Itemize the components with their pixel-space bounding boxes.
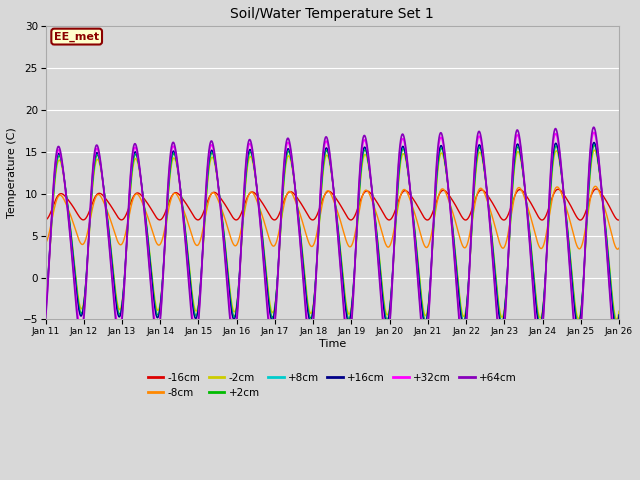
+64cm bbox=[590, 124, 598, 130]
Text: EE_met: EE_met bbox=[54, 32, 99, 42]
+64cm bbox=[542, 267, 550, 273]
-16cm bbox=[287, 189, 294, 194]
+32cm bbox=[287, 146, 294, 152]
+2cm bbox=[262, 264, 269, 269]
-2cm bbox=[141, 208, 148, 214]
+16cm bbox=[604, 252, 612, 258]
+32cm bbox=[42, 311, 49, 316]
+32cm bbox=[107, 259, 115, 264]
Line: -16cm: -16cm bbox=[45, 189, 619, 220]
+16cm bbox=[542, 263, 550, 268]
+16cm bbox=[141, 210, 148, 216]
-16cm bbox=[262, 205, 269, 211]
-8cm bbox=[604, 216, 612, 222]
Line: +64cm: +64cm bbox=[45, 127, 619, 352]
+32cm bbox=[262, 278, 269, 284]
-8cm bbox=[542, 233, 550, 239]
Line: +32cm: +32cm bbox=[45, 132, 619, 344]
-16cm bbox=[615, 217, 623, 223]
-2cm bbox=[542, 266, 550, 272]
-16cm bbox=[615, 217, 623, 223]
-2cm bbox=[615, 308, 623, 314]
+64cm bbox=[42, 316, 49, 322]
+8cm bbox=[42, 301, 49, 307]
-16cm bbox=[107, 203, 115, 209]
Title: Soil/Water Temperature Set 1: Soil/Water Temperature Set 1 bbox=[230, 7, 434, 21]
+16cm bbox=[42, 301, 49, 307]
+64cm bbox=[107, 263, 115, 269]
+2cm bbox=[615, 312, 623, 318]
Line: -8cm: -8cm bbox=[45, 186, 619, 249]
+32cm bbox=[615, 325, 623, 331]
+2cm bbox=[604, 249, 612, 254]
+8cm bbox=[612, 324, 620, 330]
Line: +2cm: +2cm bbox=[45, 145, 619, 325]
+64cm bbox=[141, 216, 148, 221]
+2cm bbox=[612, 322, 620, 328]
+32cm bbox=[612, 341, 620, 347]
+8cm bbox=[287, 151, 294, 157]
+16cm bbox=[287, 151, 294, 156]
+2cm bbox=[287, 152, 294, 158]
+2cm bbox=[591, 143, 598, 148]
-2cm bbox=[591, 147, 598, 153]
-2cm bbox=[287, 156, 294, 162]
+64cm bbox=[612, 349, 620, 355]
+32cm bbox=[141, 214, 148, 220]
-16cm bbox=[542, 213, 550, 218]
X-axis label: Time: Time bbox=[319, 339, 346, 349]
+16cm bbox=[590, 140, 598, 145]
-8cm bbox=[141, 206, 148, 212]
+32cm bbox=[590, 130, 598, 135]
+8cm bbox=[262, 266, 269, 272]
-16cm bbox=[593, 186, 600, 192]
-16cm bbox=[42, 217, 49, 223]
+2cm bbox=[542, 267, 550, 273]
+8cm bbox=[107, 249, 115, 254]
+64cm bbox=[262, 284, 269, 290]
-8cm bbox=[615, 245, 623, 251]
+32cm bbox=[542, 266, 550, 272]
-2cm bbox=[613, 317, 621, 323]
+8cm bbox=[141, 209, 148, 215]
-8cm bbox=[591, 183, 599, 189]
-8cm bbox=[262, 223, 269, 229]
-8cm bbox=[614, 246, 621, 252]
Line: +16cm: +16cm bbox=[45, 143, 619, 328]
+64cm bbox=[615, 330, 623, 336]
-16cm bbox=[604, 201, 612, 206]
Y-axis label: Temperature (C): Temperature (C) bbox=[7, 128, 17, 218]
+16cm bbox=[612, 325, 620, 331]
+8cm bbox=[542, 264, 550, 270]
+8cm bbox=[590, 141, 598, 146]
-2cm bbox=[262, 261, 269, 266]
-2cm bbox=[107, 244, 115, 250]
+64cm bbox=[287, 143, 294, 149]
-16cm bbox=[141, 197, 148, 203]
-8cm bbox=[42, 240, 49, 246]
+16cm bbox=[262, 268, 269, 274]
Legend: -16cm, -8cm, -2cm, +2cm, +8cm, +16cm, +32cm, +64cm: -16cm, -8cm, -2cm, +2cm, +8cm, +16cm, +3… bbox=[144, 369, 521, 402]
+2cm bbox=[141, 208, 148, 214]
-8cm bbox=[287, 189, 294, 194]
+2cm bbox=[107, 247, 115, 252]
-2cm bbox=[42, 298, 49, 304]
+64cm bbox=[604, 265, 612, 271]
-2cm bbox=[604, 246, 612, 252]
+16cm bbox=[615, 312, 623, 318]
+8cm bbox=[615, 312, 623, 318]
+8cm bbox=[604, 251, 612, 257]
+2cm bbox=[42, 301, 49, 307]
Line: +8cm: +8cm bbox=[45, 144, 619, 327]
-8cm bbox=[107, 218, 115, 224]
+32cm bbox=[604, 261, 612, 267]
Line: -2cm: -2cm bbox=[45, 150, 619, 320]
+16cm bbox=[107, 250, 115, 256]
